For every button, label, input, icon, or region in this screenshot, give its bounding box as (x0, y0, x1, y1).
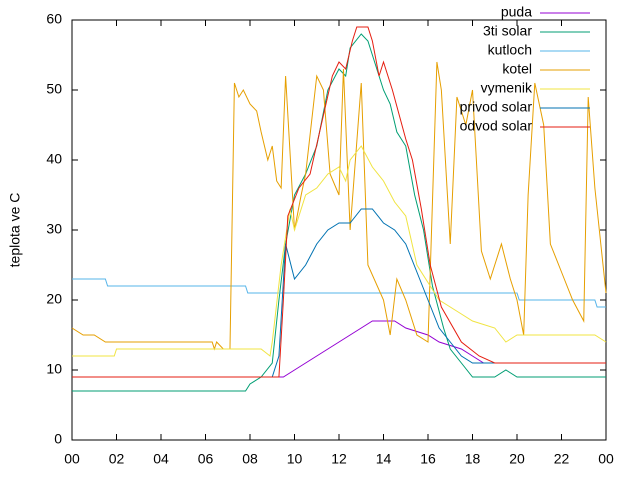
legend-label: kutloch (488, 42, 532, 58)
x-tick-label: 20 (509, 451, 525, 467)
y-tick-label: 10 (46, 361, 62, 377)
series-line (72, 33, 606, 392)
y-tick-label: 40 (46, 151, 62, 167)
x-tick-label: 22 (554, 451, 570, 467)
x-tick-label: 10 (287, 451, 303, 467)
series-line (72, 145, 607, 357)
x-tick-label: 16 (420, 451, 436, 467)
x-tick-label: 08 (242, 451, 258, 467)
y-tick-label: 30 (46, 221, 62, 237)
y-tick-label: 60 (46, 11, 62, 27)
legend-label: privod solar (460, 99, 533, 115)
y-tick-label: 50 (46, 81, 62, 97)
series-line (72, 26, 606, 378)
y-axis-label: teplota ve C (7, 193, 23, 268)
x-tick-label: 18 (465, 451, 481, 467)
legend-label: puda (501, 4, 532, 20)
legend-label: 3ti solar (483, 23, 532, 39)
y-tick-label: 20 (46, 291, 62, 307)
series-line (72, 208, 606, 378)
x-tick-label: 02 (109, 451, 125, 467)
series-line (71, 61, 607, 351)
series-line (72, 278, 606, 308)
x-tick-label: 06 (198, 451, 214, 467)
legend-label: vymenik (481, 80, 533, 96)
y-tick-label: 0 (54, 431, 62, 447)
series-line (72, 320, 606, 378)
x-tick-label: 00 (598, 451, 614, 467)
legend-label: kotel (502, 61, 532, 77)
x-tick-label: 04 (153, 451, 169, 467)
legend-label: odvod solar (460, 118, 533, 134)
x-tick-label: 12 (331, 451, 347, 467)
x-tick-label: 00 (64, 451, 80, 467)
x-tick-label: 14 (376, 451, 392, 467)
